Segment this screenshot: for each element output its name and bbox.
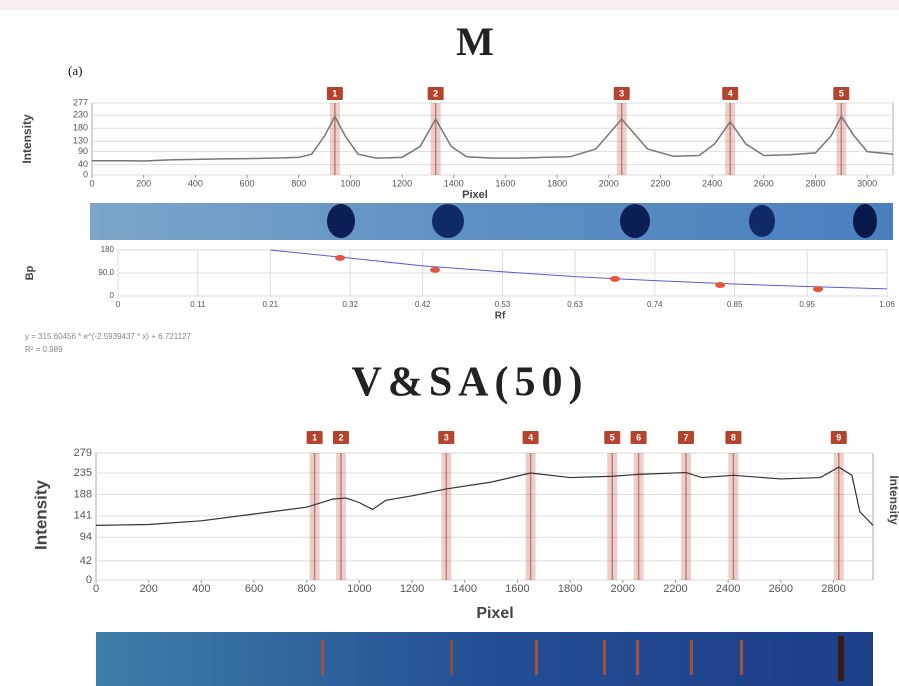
gel-image (90, 203, 893, 240)
x-tick-label: 0.42 (415, 300, 431, 309)
x-tick-label: 1000 (340, 178, 360, 188)
x-tick-label: 400 (192, 583, 210, 595)
data-point (610, 276, 620, 282)
y-tick-label: 141 (74, 510, 92, 522)
chart-title: M (456, 19, 494, 64)
x-tick-label: 1.06 (879, 300, 895, 309)
x-tick-label: 0.53 (495, 300, 511, 309)
peak-label: 4 (728, 88, 733, 98)
top-strip (0, 0, 899, 10)
x-tick-label: 600 (240, 178, 255, 188)
data-point (430, 267, 440, 273)
x-tick-label: 0.95 (799, 300, 815, 309)
x-tick-label: 2000 (599, 178, 619, 188)
x-tick-label: 600 (245, 583, 263, 595)
x-tick-label: 200 (139, 583, 157, 595)
x-tick-label: 1400 (453, 583, 477, 595)
peak-label: 1 (312, 432, 317, 442)
x-tick-label: 0 (116, 300, 121, 309)
x-tick-label: 1200 (400, 583, 424, 595)
y-tick-label: 277 (73, 97, 88, 107)
y-tick-label: 279 (74, 447, 92, 459)
figure: M (a) y = 315.60456 * e^(-2.5939437 * x)… (0, 0, 899, 686)
y-tick-label: 180 (73, 123, 88, 133)
x-tick-label: 800 (298, 583, 316, 595)
fit-equation: y = 315.60456 * e^(-2.5939437 * x) + 6.7… (25, 332, 192, 341)
x-axis-label: Pixel (476, 605, 513, 622)
x-tick-label: 0.63 (567, 300, 583, 309)
y-tick-label: 230 (73, 110, 88, 120)
peak-label: 5 (839, 88, 844, 98)
y-tick-label: 40 (78, 159, 88, 169)
x-tick-label: 2600 (769, 583, 793, 595)
x-tick-label: 3000 (857, 178, 877, 188)
x-tick-label: 2400 (716, 583, 740, 595)
y-tick-label: 90 (78, 146, 88, 156)
peak-label: 9 (836, 432, 841, 442)
y-tick-label: 0 (86, 574, 92, 586)
x-tick-label: 1600 (505, 583, 529, 595)
x-tick-label: 2800 (821, 583, 845, 595)
peak-label: 2 (433, 88, 438, 98)
peak-label: 1 (332, 88, 337, 98)
peak-label: 8 (731, 432, 736, 442)
y-tick-label: 42 (80, 555, 92, 567)
x-tick-label: 2800 (805, 178, 825, 188)
x-tick-label: 200 (136, 178, 151, 188)
data-point (813, 286, 823, 292)
x-tick-label: 2200 (663, 583, 687, 595)
y-tick-label: 235 (74, 467, 92, 479)
y-axis-label: Intensity (31, 480, 50, 550)
peak-label: 3 (444, 432, 449, 442)
gel-image (96, 632, 873, 686)
x-tick-label: 1400 (444, 178, 464, 188)
y2-axis-label: Intensity (887, 475, 899, 525)
x-tick-label: 1800 (558, 583, 582, 595)
x-tick-label: 2400 (702, 178, 722, 188)
y-axis-label: Intensity (20, 114, 34, 164)
peak-label: 2 (338, 432, 343, 442)
y-tick-label: 94 (80, 531, 92, 543)
data-point (715, 282, 725, 288)
x-tick-label: 2000 (611, 583, 635, 595)
data-point (335, 255, 345, 261)
x-tick-label: 0.21 (263, 300, 279, 309)
panel-label: (a) (68, 63, 82, 78)
fit-r-squared: R² = 0.989 (25, 345, 63, 354)
x-tick-label: 1000 (347, 583, 371, 595)
x-tick-label: 0.32 (342, 300, 358, 309)
x-tick-label: 0.74 (647, 300, 663, 309)
y-tick-label: 130 (73, 136, 88, 146)
x-tick-label: 2200 (650, 178, 670, 188)
x-tick-label: 0.11 (190, 300, 206, 309)
x-tick-label: 0 (93, 583, 99, 595)
peak-label: 7 (683, 432, 688, 442)
x-tick-label: 0.85 (727, 300, 743, 309)
peak-label: 6 (636, 432, 641, 442)
x-tick-label: 1200 (392, 178, 412, 188)
peak-label: 3 (619, 88, 624, 98)
y-tick-label: 90.0 (98, 268, 114, 277)
peak-label: 4 (528, 432, 533, 442)
x-tick-label: 800 (291, 178, 306, 188)
y-tick-label: 180 (101, 245, 115, 254)
x-tick-label: 2600 (754, 178, 774, 188)
y-tick-label: 0 (110, 291, 115, 300)
peak-label: 5 (610, 432, 615, 442)
x-axis-label: Rf (495, 311, 506, 322)
y-axis-label: Bp (24, 265, 36, 280)
x-tick-label: 0 (89, 178, 94, 188)
chart-title: V&SA(50) (352, 360, 589, 406)
y-tick-label: 188 (74, 488, 92, 500)
y-tick-label: 0 (83, 169, 88, 179)
x-tick-label: 1800 (547, 178, 567, 188)
x-axis-label: Pixel (462, 189, 488, 201)
x-tick-label: 1600 (495, 178, 515, 188)
x-tick-label: 400 (188, 178, 203, 188)
